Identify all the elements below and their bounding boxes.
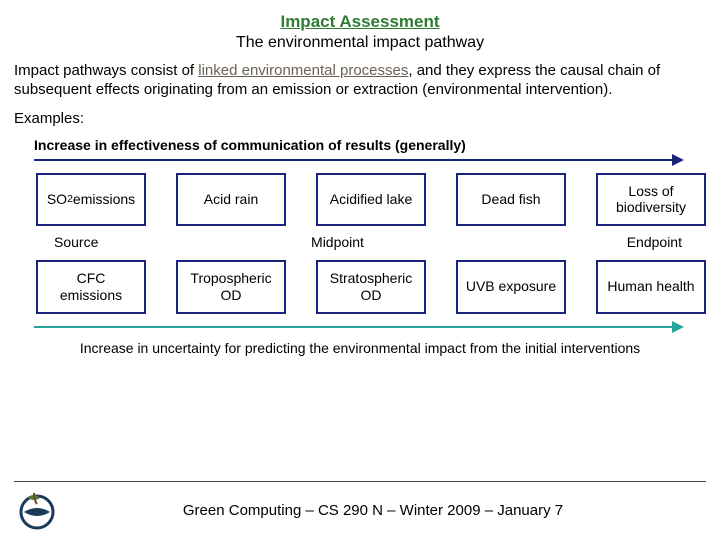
examples-label: Examples: bbox=[14, 110, 706, 127]
path-box: Stratospheric OD bbox=[316, 260, 426, 314]
page-subtitle: The environmental impact pathway bbox=[14, 34, 706, 52]
path-box: Acid rain bbox=[176, 173, 286, 227]
path-box: Human health bbox=[596, 260, 706, 314]
header-block: Impact Assessment The environmental impa… bbox=[14, 12, 706, 52]
effectiveness-label: Increase in effectiveness of communicati… bbox=[34, 137, 706, 153]
uncertainty-label: Increase in uncertainty for predicting t… bbox=[18, 340, 702, 356]
footer: Green Computing – CS 290 N – Winter 2009… bbox=[0, 481, 720, 530]
footer-rule bbox=[14, 481, 706, 482]
path-box: Dead fish bbox=[456, 173, 566, 227]
uncertainty-arrow bbox=[34, 322, 706, 332]
path-box: Tropospheric OD bbox=[176, 260, 286, 314]
stage-endpoint: Endpoint bbox=[505, 234, 706, 250]
logo-icon bbox=[14, 490, 60, 530]
intro-link-phrase: linked environmental processes bbox=[198, 62, 408, 79]
effectiveness-arrow bbox=[34, 155, 706, 165]
intro-paragraph: Impact pathways consist of linked enviro… bbox=[14, 62, 706, 100]
stage-labels: Source Midpoint Endpoint bbox=[36, 234, 706, 250]
page-title: Impact Assessment bbox=[14, 12, 706, 32]
pathway-row-2: CFC emissions Tropospheric OD Stratosphe… bbox=[36, 260, 706, 314]
path-box: Loss of biodiversity bbox=[596, 173, 706, 227]
path-box: CFC emissions bbox=[36, 260, 146, 314]
stage-source: Source bbox=[36, 234, 170, 250]
path-box: SO2 emissions bbox=[36, 173, 146, 227]
path-box: Acidified lake bbox=[316, 173, 426, 227]
pathway-row-1: SO2 emissions Acid rain Acidified lake D… bbox=[36, 173, 706, 227]
path-box: UVB exposure bbox=[456, 260, 566, 314]
footer-text: Green Computing – CS 290 N – Winter 2009… bbox=[72, 502, 720, 519]
stage-midpoint: Midpoint bbox=[170, 234, 505, 250]
intro-lead: Impact pathways consist of bbox=[14, 62, 198, 79]
